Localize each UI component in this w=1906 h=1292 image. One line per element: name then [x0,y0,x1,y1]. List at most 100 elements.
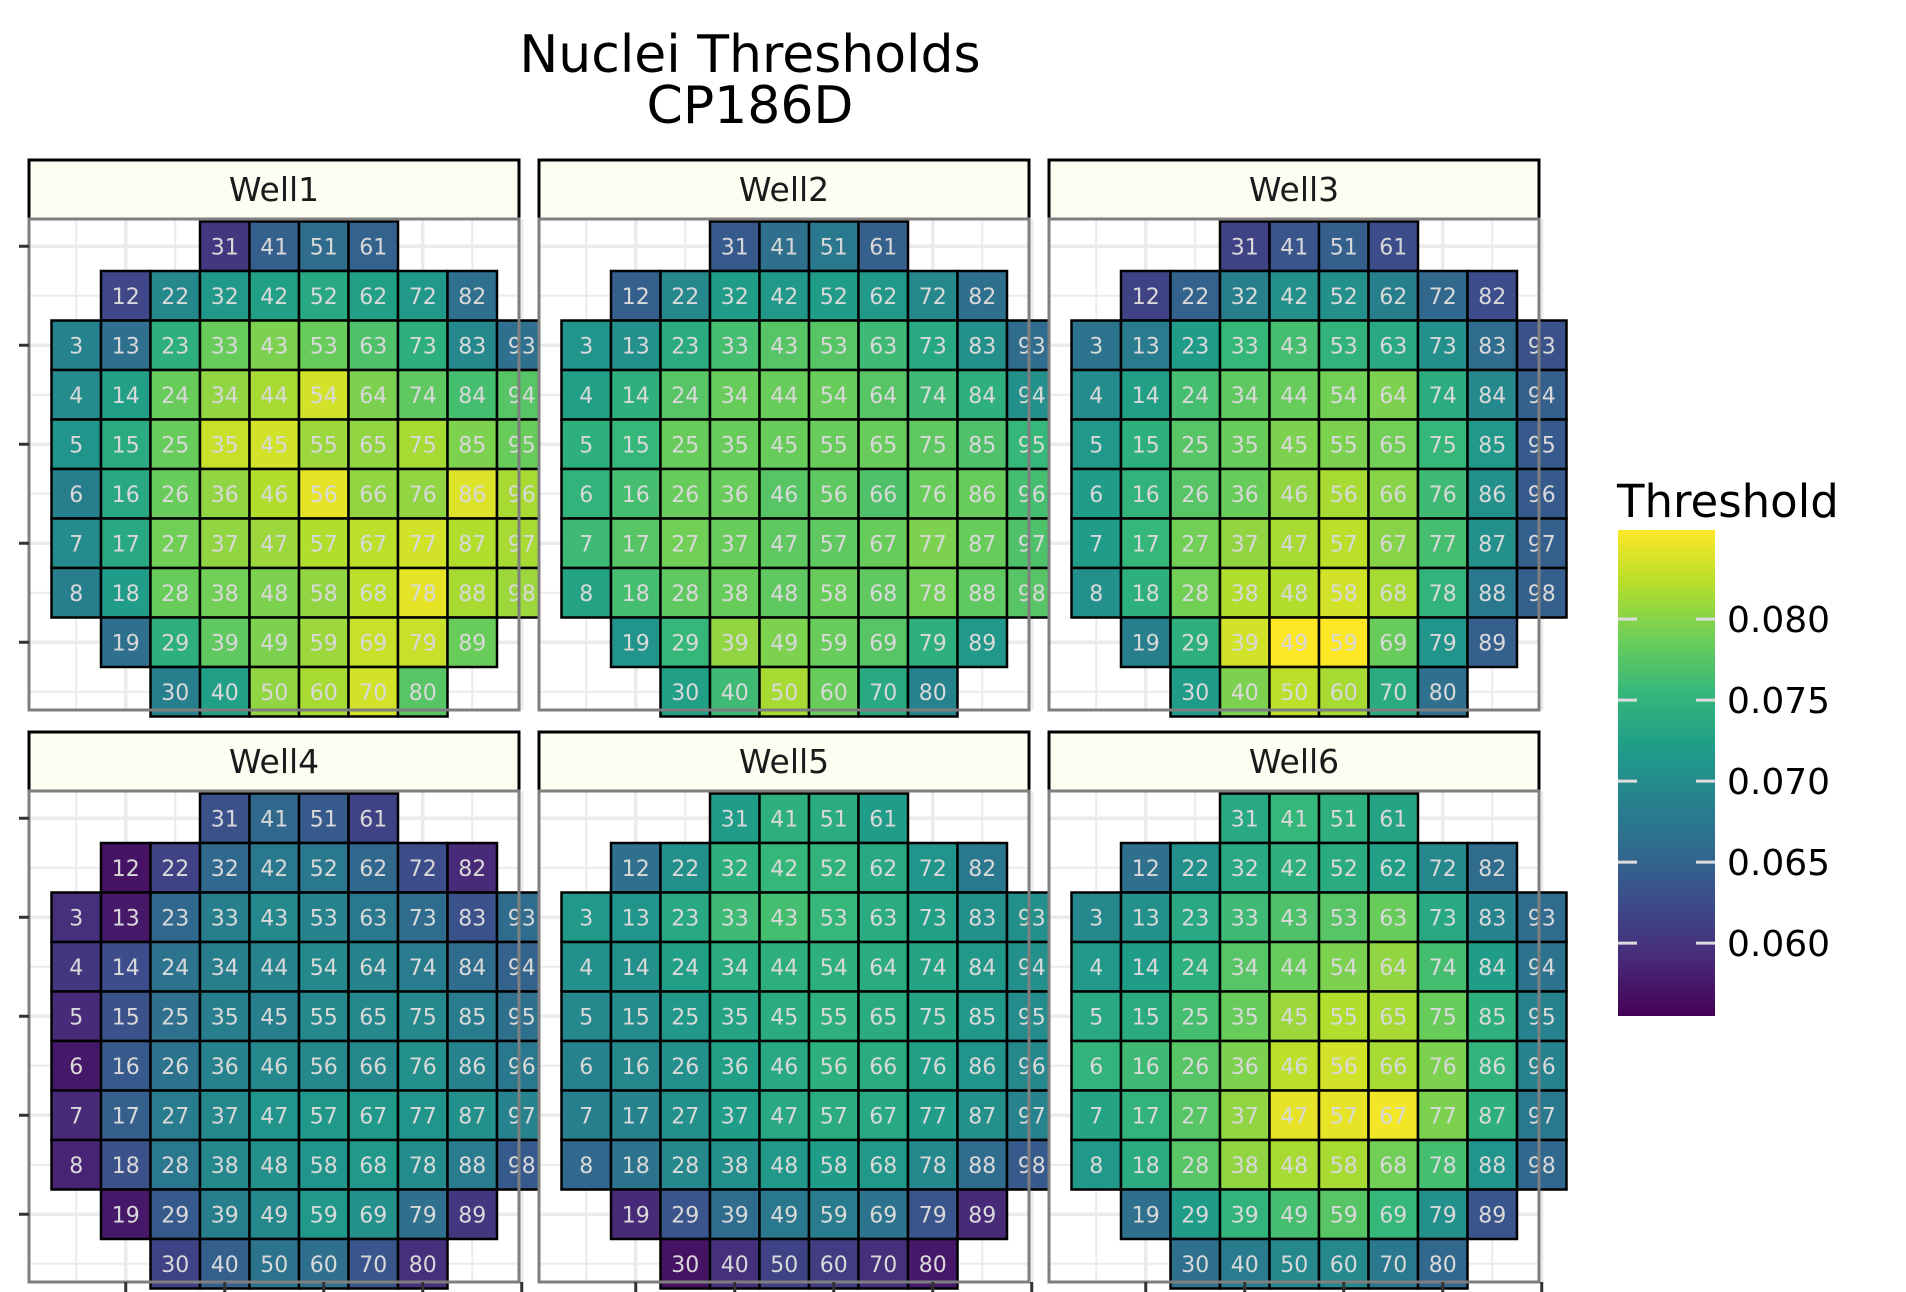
cell-label: 77 [1429,1104,1457,1129]
heatmap-cell [1466,1039,1519,1092]
cell-label: 30 [671,681,699,706]
cell-label: 16 [112,483,140,508]
cell-label: 41 [260,235,288,260]
cell-label: 38 [211,582,239,607]
cell-label: 15 [622,433,650,458]
heatmap-cell [50,418,103,471]
cell-label: 69 [1379,631,1407,656]
cell-label: 65 [1379,1005,1407,1030]
heatmap-cell [906,1138,959,1191]
cell-label: 8 [579,1154,593,1179]
cell-label: 60 [1330,681,1358,706]
cell-label: 26 [1181,1055,1209,1080]
cell-label: 8 [1089,1154,1103,1179]
cell-label: 28 [671,582,699,607]
cell-label: 53 [820,334,848,359]
cell-label: 67 [869,1104,897,1129]
cell-label: 63 [359,334,387,359]
cell-label: 28 [1181,582,1209,607]
cell-label: 13 [622,334,650,359]
cell-label: 14 [1132,384,1160,409]
cell-label: 72 [1429,857,1457,882]
cell-label: 95 [1018,433,1046,458]
cell-label: 63 [359,906,387,931]
cell-label: 36 [1231,483,1259,508]
heatmap-cell [1416,418,1469,471]
cell-label: 84 [1478,956,1506,981]
cell-label: 96 [1528,1055,1556,1080]
cell-label: 68 [1379,1154,1407,1179]
heatmap-cell [347,792,400,845]
cell-label: 41 [260,807,288,832]
cell-label: 15 [1132,433,1160,458]
cell-label: 97 [1018,1104,1046,1129]
heatmap-cell [807,1237,860,1290]
heatmap-cell [807,665,860,718]
cell-label: 60 [820,1253,848,1278]
cell-label: 77 [919,532,947,557]
cell-label: 5 [579,1005,593,1030]
cell-label: 13 [1132,906,1160,931]
heatmap-cell [297,990,350,1043]
heatmap-cell [297,665,350,718]
cell-label: 33 [721,906,749,931]
heatmap-cell [956,1138,1009,1191]
heatmap-cell [297,220,350,273]
cell-label: 28 [161,582,189,607]
heatmap-cell [857,1188,910,1241]
cell-label: 53 [310,334,338,359]
cell-label: 7 [1089,1104,1103,1129]
heatmap-cell [807,220,860,273]
heatmap-cell [1367,1237,1420,1290]
heatmap-cell [1169,1039,1222,1092]
cell-label: 64 [1379,956,1407,981]
cell-label: 47 [770,1104,798,1129]
facet-strip [1047,730,1541,793]
cell-label: 67 [1379,532,1407,557]
cell-label: 73 [1429,906,1457,931]
cell-label: 87 [968,532,996,557]
heatmap-cell [956,269,1009,322]
cell-label: 80 [409,1253,437,1278]
cell-label: 84 [968,384,996,409]
cell-label: 4 [579,384,593,409]
heatmap-cell [758,665,811,718]
cell-label: 66 [359,483,387,508]
cell-label: 75 [919,433,947,458]
cell-label: 40 [1231,1253,1259,1278]
cell-label: 33 [1231,906,1259,931]
cell-label: 74 [409,956,437,981]
heatmap-cell [659,1237,712,1290]
cell-label: 41 [1280,807,1308,832]
heatmap-cell [396,841,449,894]
cell-label: 62 [869,857,897,882]
heatmap-cell [248,891,301,944]
cell-label: 49 [770,631,798,656]
cell-label: 51 [820,235,848,260]
cell-label: 31 [1231,235,1259,260]
cell-label: 31 [211,807,239,832]
cell-label: 19 [112,1203,140,1228]
heatmap-cell [99,1188,152,1241]
heatmap-cell [758,616,811,669]
cell-label: 59 [310,631,338,656]
cell-label: 35 [721,433,749,458]
cell-label: 79 [1429,631,1457,656]
cell-label: 55 [820,433,848,458]
heatmap-cell [99,841,152,894]
cell-label: 68 [359,582,387,607]
cell-label: 15 [112,433,140,458]
cell-label: 48 [1280,582,1308,607]
cell-label: 56 [1330,483,1358,508]
heatmap-cell [1515,418,1568,471]
cell-label: 52 [310,285,338,310]
heatmap-cell [1169,940,1222,993]
heatmap-cell [857,1138,910,1191]
heatmap-cell [297,1138,350,1191]
heatmap-cell [347,319,400,372]
heatmap-cell [1119,891,1172,944]
cell-label: 44 [260,384,288,409]
heatmap-cell [1416,517,1469,570]
cell-label: 47 [260,532,288,557]
heatmap-cell [446,1089,499,1142]
